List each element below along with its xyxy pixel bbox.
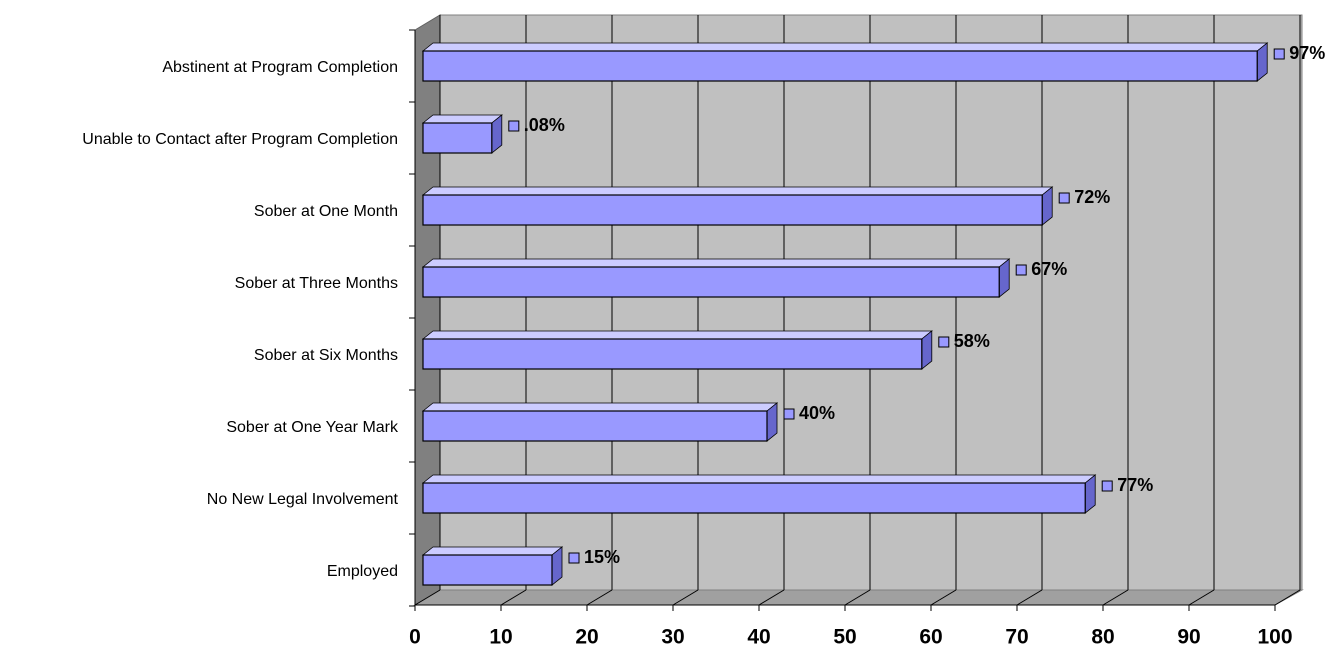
bar (422, 554, 553, 586)
label-marker (1015, 264, 1027, 276)
x-tick-label: 100 (1257, 626, 1292, 649)
floor-grid (758, 589, 785, 606)
floor-grid (1016, 589, 1043, 606)
x-tick-label: 60 (919, 626, 942, 649)
x-tick-label: 30 (661, 626, 684, 649)
floor-grid (1102, 589, 1129, 606)
y-tick-label: Sober at One Month (254, 203, 398, 220)
bar (422, 122, 493, 154)
y-tick-label: Sober at One Year Mark (226, 419, 399, 436)
bar-top (421, 186, 1054, 196)
bar-top (421, 42, 1269, 52)
x-tick-label: 80 (1091, 626, 1114, 649)
floor-grid (500, 589, 527, 606)
bar (422, 194, 1043, 226)
label-marker (1101, 480, 1113, 492)
x-tick-label: 0 (409, 626, 421, 649)
bar (422, 50, 1258, 82)
value-label: 67% (1031, 259, 1067, 279)
floor-grid (844, 589, 871, 606)
left-wall (414, 14, 441, 606)
value-label: 77% (1117, 475, 1153, 495)
floor-grid (1188, 589, 1215, 606)
label-marker (1058, 192, 1070, 204)
bar-top (421, 114, 503, 124)
floor-grid (414, 589, 441, 606)
bar-top (421, 330, 933, 340)
bar-top (421, 402, 779, 412)
label-marker (783, 408, 795, 420)
bar (422, 266, 1000, 298)
floor-grid (930, 589, 957, 606)
floor (413, 589, 1304, 606)
x-tick-label: 50 (833, 626, 856, 649)
label-marker (938, 336, 950, 348)
bar (422, 410, 768, 442)
y-tick-label: Employed (327, 563, 398, 580)
x-tick-label: 40 (747, 626, 770, 649)
value-label: 97% (1289, 43, 1325, 63)
value-label: 58% (954, 331, 990, 351)
x-tick-label: 10 (489, 626, 512, 649)
value-label: 72% (1074, 187, 1110, 207)
y-tick-label: Sober at Six Months (254, 347, 398, 364)
floor-grid (586, 589, 613, 606)
bar (422, 482, 1086, 514)
y-tick-label: Abstinent at Program Completion (162, 59, 398, 76)
x-tick-label: 20 (575, 626, 598, 649)
value-label: 40% (799, 403, 835, 423)
value-label: 15% (584, 547, 620, 567)
value-label: .08% (524, 115, 565, 135)
label-marker (568, 552, 580, 564)
x-tick-label: 90 (1177, 626, 1200, 649)
floor-grid (1274, 589, 1301, 606)
y-tick-label: No New Legal Involvement (207, 491, 399, 508)
label-marker (508, 120, 520, 132)
label-marker (1273, 48, 1285, 60)
bar-top (421, 474, 1097, 484)
y-tick-label: Sober at Three Months (235, 275, 398, 292)
floor-grid (672, 589, 699, 606)
x-tick-label: 70 (1005, 626, 1028, 649)
y-tick-label: Unable to Contact after Program Completi… (82, 131, 398, 148)
bar (422, 338, 923, 370)
bar-top (421, 546, 564, 556)
bar-top (421, 258, 1011, 268)
